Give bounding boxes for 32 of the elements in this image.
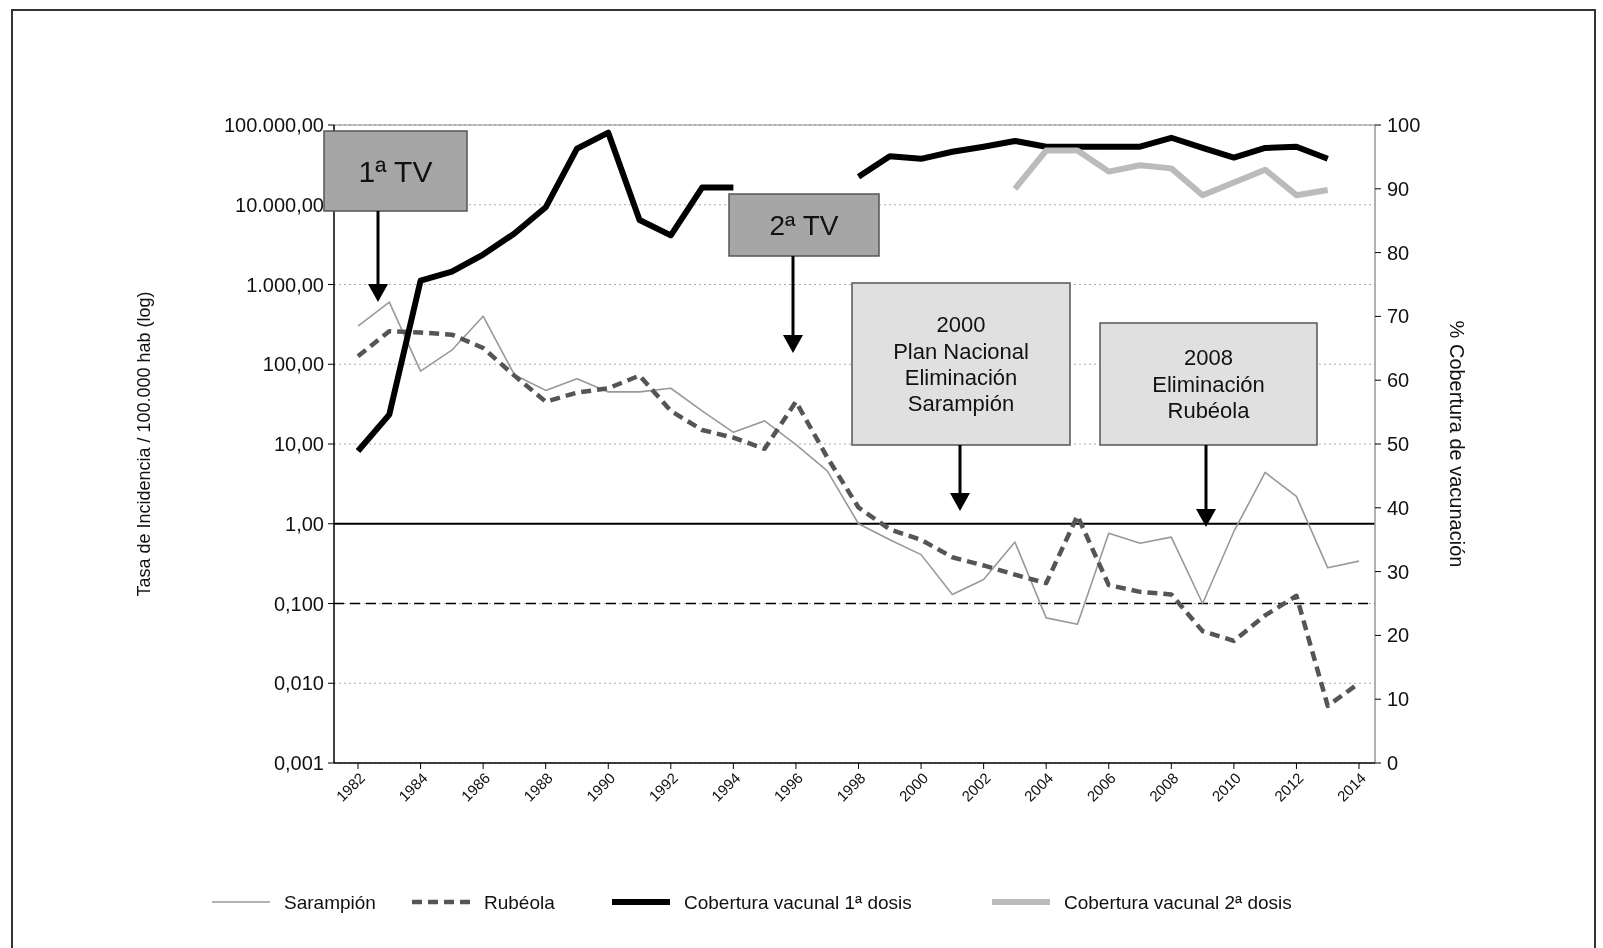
y2-tick-label: 20 — [1387, 624, 1410, 647]
y-tick-label: 10,00 — [273, 433, 324, 455]
y2-tick-label: 70 — [1387, 305, 1410, 328]
y-tick-label: 0,010 — [273, 672, 324, 695]
legend-label: Rubéola — [484, 891, 556, 913]
y2-tick-label: 40 — [1387, 496, 1410, 519]
y-axis-title: Tasa de Incidencia / 100.000 hab (log) — [134, 291, 154, 597]
annotation: 2000 Plan Nacional Eliminación Sarampión — [893, 312, 1029, 417]
y2-tick-label: 30 — [1387, 560, 1410, 583]
annotation: 2ª TV — [769, 209, 839, 241]
y-tick-label: 0,100 — [273, 592, 324, 615]
y2-tick-label: 80 — [1387, 241, 1410, 264]
legend-label: Sarampión — [284, 891, 376, 913]
y-tick-label: 1,00 — [285, 512, 324, 535]
y2-axis-title: % Cobertura de vacunación — [1446, 320, 1468, 568]
annotation: 2008 Eliminación Rubéola — [1152, 345, 1265, 424]
y-tick-label: 100,00 — [262, 353, 324, 376]
annotation: 1ª TV — [358, 154, 433, 188]
y2-tick-label: 10 — [1387, 688, 1410, 711]
y-tick-label: 1.000,00 — [246, 273, 324, 296]
y-tick-label: 10.000,00 — [235, 193, 324, 216]
y2-tick-label: 0 — [1387, 752, 1399, 774]
y2-tick-label: 60 — [1387, 369, 1410, 392]
legend-label: Cobertura vacunal 1ª dosis — [684, 891, 912, 913]
legend-label: Cobertura vacunal 2ª dosis — [1064, 891, 1292, 913]
y2-tick-label: 100 — [1387, 114, 1421, 136]
y2-tick-label: 50 — [1387, 433, 1410, 455]
callout-box: 2ª TV — [728, 193, 880, 353]
callout-box: 1ª TV — [323, 130, 468, 302]
y2-tick-label: 90 — [1387, 177, 1410, 200]
y-tick-label: 100.000,00 — [223, 114, 324, 136]
y-tick-label: 0,001 — [273, 752, 324, 774]
